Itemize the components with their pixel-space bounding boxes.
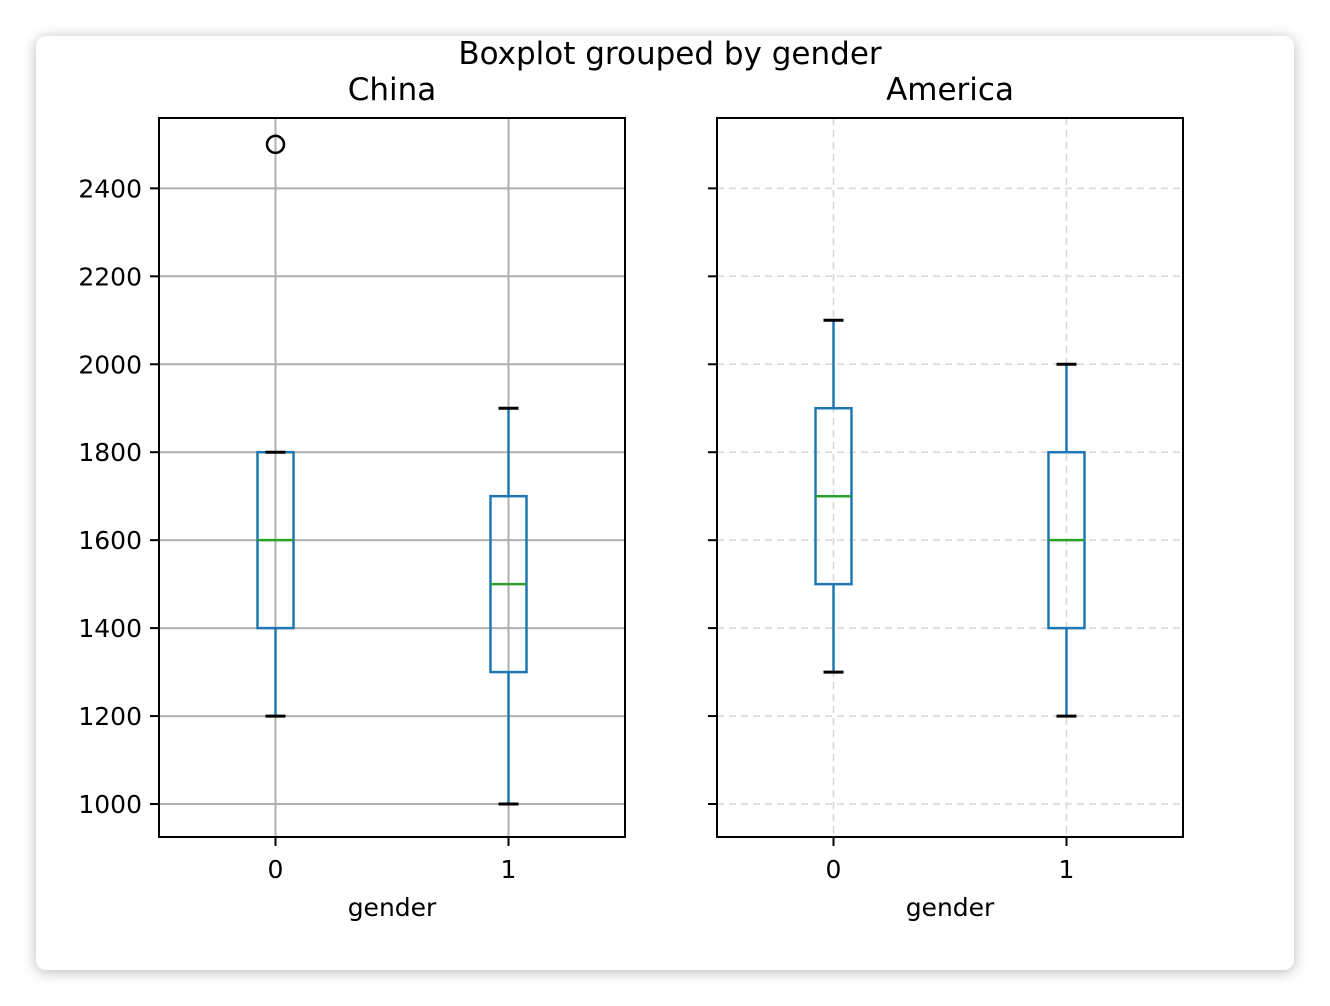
x-axis-label: gender (906, 893, 995, 922)
y-tick-label: 1800 (78, 438, 142, 467)
chart-card: Boxplot grouped by gender China 1000 1200 1… (36, 36, 1294, 970)
y-tick-label: 2400 (78, 174, 142, 203)
x-tick-label: 0 (826, 855, 842, 884)
y-tick-label: 1600 (78, 526, 142, 555)
box-america-1 (1047, 362, 1086, 718)
panel-america: America 0 1 gender (708, 72, 1184, 922)
y-tick-label: 2000 (78, 350, 142, 379)
box-china-0 (256, 134, 295, 718)
box-america-0 (814, 318, 853, 674)
subplot-title: America (886, 72, 1014, 108)
box-china-1 (489, 406, 528, 806)
outlier-point (265, 134, 286, 155)
boxplot-chart: Boxplot grouped by gender China 1000 1200 1… (78, 36, 1184, 922)
x-tick-label: 1 (501, 855, 517, 884)
subplot-title: China (348, 72, 437, 108)
panel-china: China 1000 1200 1400 1600 1800 2000 2200 2400 0 1 g… (78, 72, 626, 922)
x-axis-label: gender (348, 893, 437, 922)
plot-frame (716, 117, 1184, 838)
y-tick-label: 1400 (78, 614, 142, 643)
y-tick-label: 1200 (78, 702, 142, 731)
x-tick-label: 1 (1059, 855, 1075, 884)
x-tick-label: 0 (268, 855, 284, 884)
y-tick-label: 2200 (78, 262, 142, 291)
y-tick-label: 1000 (78, 790, 142, 819)
plot-frame (158, 117, 626, 838)
chart-title: Boxplot grouped by gender (458, 36, 882, 72)
